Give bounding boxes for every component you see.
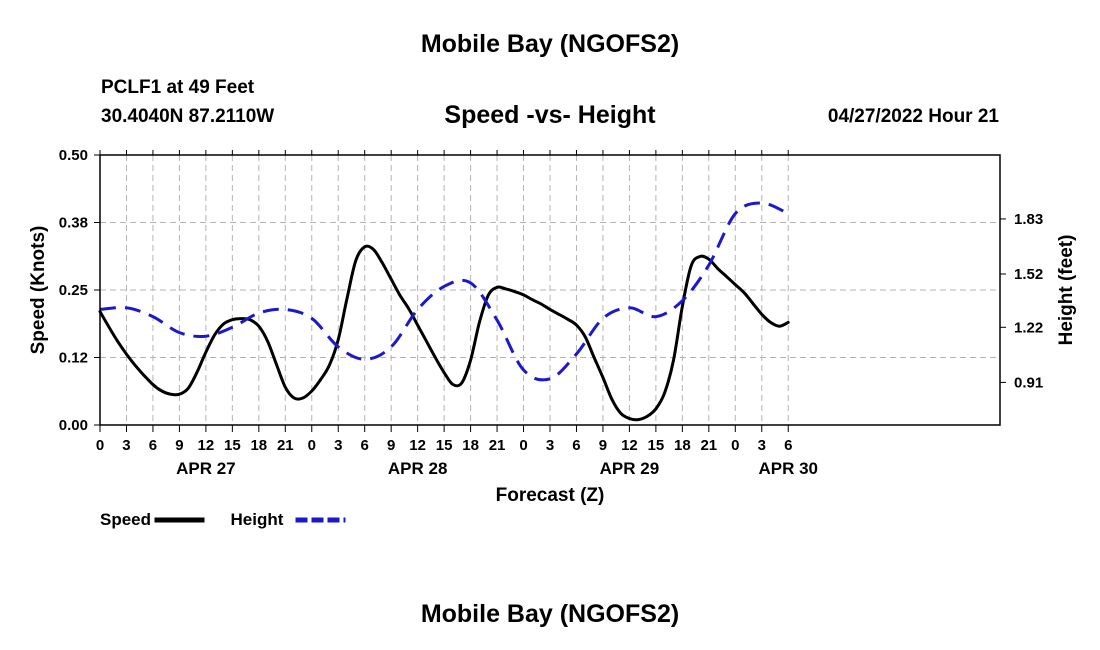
x-tick-label: 18 xyxy=(674,437,691,454)
y2-tick-label: 1.22 xyxy=(1014,319,1043,336)
legend: Speed Height xyxy=(100,510,346,529)
x-tick-label: 0 xyxy=(96,437,104,454)
axes xyxy=(94,150,1006,432)
y2-tick-label: 0.91 xyxy=(1014,374,1043,391)
x-tick-label: 9 xyxy=(387,437,395,454)
speed-height-chart: 0 3 6 9 12 15 18 21 0 3 6 9 12 15 18 21 0 3 6 9 12 15 18 21 0 3 6 0… xyxy=(28,147,1077,529)
date-label: APR 27 xyxy=(176,459,236,478)
date-label: APR 30 xyxy=(758,459,818,478)
x-tick-label: 6 xyxy=(572,437,580,454)
height-series-line xyxy=(99,201,789,382)
x-tick-label: 21 xyxy=(277,437,294,454)
x-tick-label: 15 xyxy=(436,437,453,454)
page-title-bottom: Mobile Bay (NGOFS2) xyxy=(420,600,680,628)
y-tick-label: 0.12 xyxy=(59,350,88,367)
date-label: APR 29 xyxy=(600,459,660,478)
x-tick-label: 6 xyxy=(361,437,369,454)
date-label: APR 28 xyxy=(388,459,448,478)
grid-lines xyxy=(100,155,1000,425)
y-tick-label: 0.25 xyxy=(59,282,88,299)
x-tick-label: 0 xyxy=(308,437,316,454)
series-layer xyxy=(98,201,790,422)
axis-labels: 0 3 6 9 12 15 18 21 0 3 6 9 12 15 18 21 0 3 6 9 12 15 18 21 0 3 6 0… xyxy=(28,147,1077,506)
x-tick-label: 6 xyxy=(149,437,157,454)
x-tick-label: 21 xyxy=(700,437,717,454)
x-tick-label: 3 xyxy=(546,437,554,454)
y2-tick-label: 1.52 xyxy=(1014,266,1043,283)
station-coordinates: 30.4040N 87.2110W xyxy=(101,106,275,127)
y-tick-label: 0.50 xyxy=(59,147,88,164)
x-tick-label: 3 xyxy=(122,437,130,454)
page-title: Mobile Bay (NGOFS2) xyxy=(420,30,680,58)
x-tick-label: 3 xyxy=(334,437,342,454)
y-axis-title: Speed (Knots) xyxy=(28,226,49,355)
plot-frame xyxy=(99,154,1001,426)
x-tick-label: 21 xyxy=(489,437,506,454)
forecast-datetime: 04/27/2022 Hour 21 xyxy=(827,106,999,127)
x-tick-label: 6 xyxy=(784,437,792,454)
chart-subtitle: Speed -vs- Height xyxy=(444,101,656,129)
x-tick-label: 0 xyxy=(519,437,527,454)
x-tick-label: 9 xyxy=(599,437,607,454)
y-tick-label: 0.38 xyxy=(59,215,88,232)
x-tick-label: 0 xyxy=(731,437,739,454)
x-tick-label: 12 xyxy=(621,437,638,454)
y-tick-label: 0.00 xyxy=(59,417,88,434)
x-tick-label: 18 xyxy=(250,437,267,454)
legend-label: Height xyxy=(231,510,284,529)
x-axis-title: Forecast (Z) xyxy=(496,485,605,506)
x-tick-label: 15 xyxy=(224,437,241,454)
x-tick-label: 12 xyxy=(409,437,426,454)
speed-series-line xyxy=(98,244,790,422)
x-tick-label: 15 xyxy=(648,437,665,454)
station-label: PCLF1 at 49 Feet xyxy=(101,77,255,98)
x-tick-label: 3 xyxy=(758,437,766,454)
x-tick-label: 18 xyxy=(462,437,479,454)
y2-tick-label: 1.83 xyxy=(1014,211,1043,228)
x-tick-label: 12 xyxy=(198,437,215,454)
y2-axis-title: Height (feet) xyxy=(1056,235,1077,346)
legend-label: Speed xyxy=(100,510,151,529)
x-tick-label: 9 xyxy=(175,437,183,454)
